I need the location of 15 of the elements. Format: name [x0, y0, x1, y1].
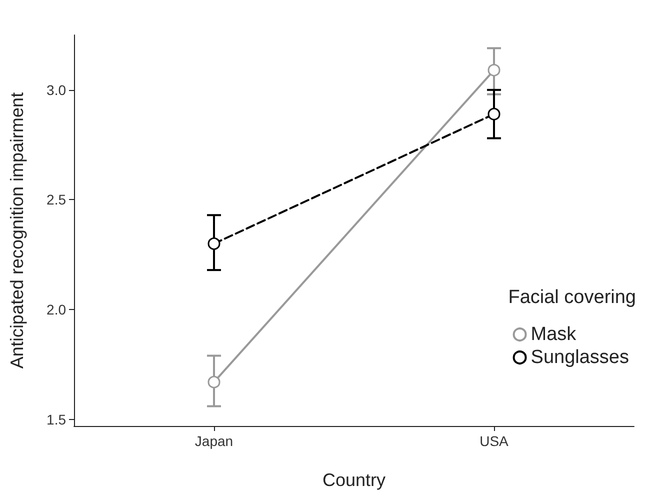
legend-label: Mask: [530, 324, 577, 345]
y-tick-label: 2.0: [46, 302, 66, 318]
y-tick-label: 1.5: [46, 411, 66, 428]
x-tick-label: USA: [480, 433, 510, 449]
x-tick-label: Japan: [194, 433, 234, 449]
point: [208, 376, 220, 388]
y-tick-label: 3.0: [46, 82, 66, 98]
legend-label: Sunglasses: [530, 347, 630, 368]
point: [208, 237, 220, 250]
y-tick-label: 2.5: [46, 192, 66, 208]
point: [488, 64, 500, 76]
point: [488, 108, 500, 120]
legend-title: Facial covering: [508, 287, 636, 308]
y-axis-title: Anticipated recognition impairment: [7, 92, 27, 369]
x-axis-title: Country: [322, 470, 386, 490]
